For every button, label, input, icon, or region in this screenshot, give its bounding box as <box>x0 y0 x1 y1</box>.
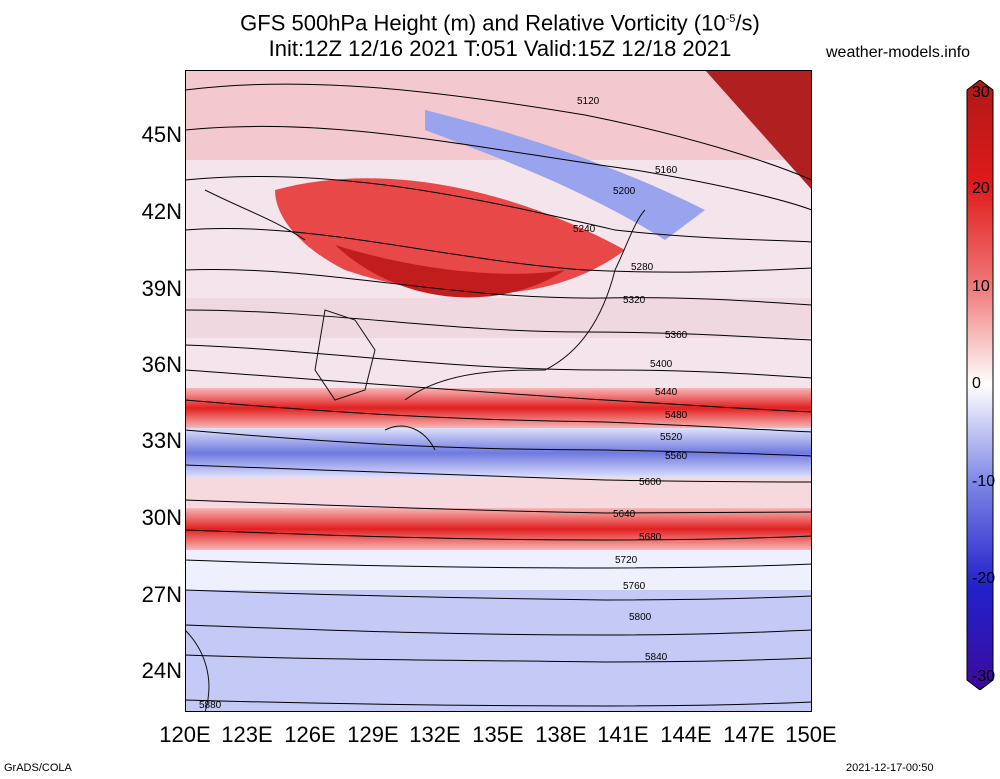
lon-label: 132E <box>409 722 461 747</box>
colorbar-tick: -10 <box>972 473 996 490</box>
contour-label: 5880 <box>199 700 222 711</box>
colorbar-tick: -30 <box>972 668 996 685</box>
contour-label: 5720 <box>615 555 638 566</box>
lon-label: 147E <box>723 722 775 747</box>
contour-label: 5440 <box>655 387 678 398</box>
lat-label: 33N <box>141 428 182 453</box>
timestamp: 2021-12-17-00:50 <box>846 762 934 774</box>
contour-label: 5200 <box>613 186 636 197</box>
contour-label: 5800 <box>629 612 652 623</box>
contour-label-group: 5120 5160 5200 5240 5280 5320 5360 5400 … <box>199 96 688 711</box>
lon-label: 126E <box>284 722 336 747</box>
lat-label: 39N <box>141 276 182 301</box>
contour-label: 5400 <box>650 359 673 370</box>
coastlines <box>185 189 646 712</box>
map-border <box>185 70 812 712</box>
contour-label: 5160 <box>655 165 678 176</box>
lon-label: 120E <box>159 722 211 747</box>
contour-label: 5520 <box>660 432 683 443</box>
lat-label: 45N <box>141 122 182 147</box>
chart-title: GFS 500hPa Height (m) and Relative Vorti… <box>240 10 760 36</box>
colorbar-tick: 0 <box>972 375 981 392</box>
lat-label: 30N <box>141 505 182 530</box>
lat-label: 27N <box>141 582 182 607</box>
contour-label: 5760 <box>623 581 646 592</box>
contour-label: 5240 <box>573 224 596 235</box>
lat-label: 24N <box>141 658 182 683</box>
lon-label: 144E <box>660 722 712 747</box>
lon-label: 135E <box>472 722 524 747</box>
contour-label: 5480 <box>665 410 688 421</box>
colorbar-tick: 10 <box>972 278 990 295</box>
contour-label: 5120 <box>577 96 600 107</box>
lon-label: 129E <box>347 722 399 747</box>
lon-label: 150E <box>785 722 837 747</box>
contour-label: 5600 <box>639 477 662 488</box>
colorbar-tick: 20 <box>972 180 990 197</box>
colorbar-tick: -20 <box>972 570 996 587</box>
contour-label: 5560 <box>665 451 688 462</box>
contour-label: 5360 <box>665 330 688 341</box>
lon-label: 141E <box>597 722 649 747</box>
source-site-label: weather-models.info <box>826 44 971 61</box>
lat-label: 42N <box>141 199 182 224</box>
lon-label: 138E <box>535 722 587 747</box>
vorticity-map: 5120 5160 5200 5240 5280 5320 5360 5400 … <box>185 70 812 712</box>
software-credit: GrADS/COLA <box>4 762 72 774</box>
lon-label: 123E <box>221 722 273 747</box>
height-contours <box>185 83 812 707</box>
contour-label: 5680 <box>639 532 662 543</box>
lat-label: 36N <box>141 352 182 377</box>
colorbar-tick: 30 <box>972 84 990 101</box>
contour-label: 5840 <box>645 652 668 663</box>
contour-label: 5320 <box>623 295 646 306</box>
contour-label: 5280 <box>631 262 654 273</box>
contour-label: 5640 <box>613 509 636 520</box>
chart-subtitle: Init:12Z 12/16 2021 T:051 Valid:15Z 12/1… <box>268 36 732 61</box>
color-scale-bar <box>966 80 994 690</box>
